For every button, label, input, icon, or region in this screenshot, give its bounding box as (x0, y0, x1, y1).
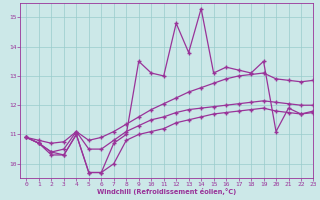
X-axis label: Windchill (Refroidissement éolien,°C): Windchill (Refroidissement éolien,°C) (97, 188, 236, 195)
